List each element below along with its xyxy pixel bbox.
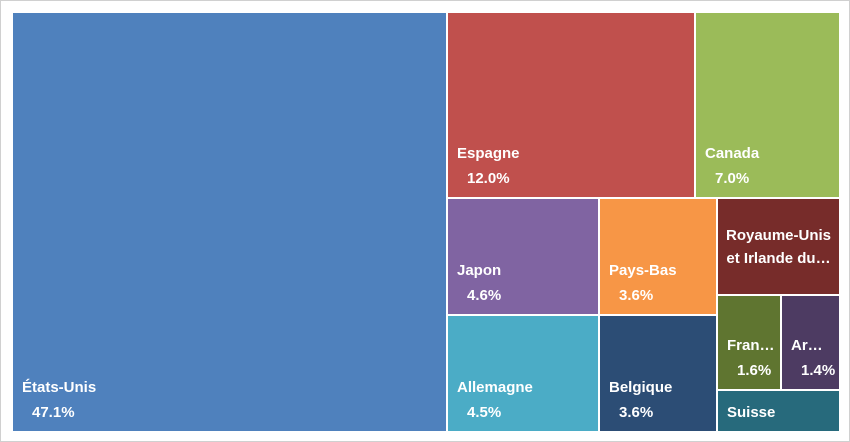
tile-label: Royaume-Unis et Irlande du… [725, 226, 832, 267]
tile: Belgique 3.6% [600, 316, 716, 431]
tile-value: 3.6% [619, 404, 654, 421]
tile: Pays-Bas 3.6% [600, 199, 716, 314]
tile-value: 4.6% [467, 287, 502, 304]
tile-label: Ar… [791, 337, 823, 354]
tile-value: 47.1% [32, 404, 75, 421]
tile-value: 12.0% [467, 170, 510, 187]
tile-value: 1.6% [737, 362, 772, 379]
tile: Espagne 12.0% [448, 13, 694, 197]
tile: Canada 7.0% [696, 13, 839, 197]
tile: Ar… 1.4% [782, 296, 839, 389]
tile-label: Fran… [727, 337, 775, 354]
tile-value: 1.4% [801, 362, 836, 379]
tile-label: Allemagne [457, 379, 533, 396]
tile: Fran… 1.6% [718, 296, 780, 389]
tile-label: Pays-Bas [609, 262, 677, 279]
tile-value: 7.0% [715, 170, 750, 187]
tile-value: 3.6% [619, 287, 654, 304]
tile-value: 4.5% [467, 404, 502, 421]
tile-label: Espagne [457, 145, 520, 162]
tile: États-Unis 47.1% [13, 13, 446, 431]
tile: Allemagne 4.5% [448, 316, 598, 431]
tile: Japon 4.6% [448, 199, 598, 314]
tile: Royaume-Unis et Irlande du… [718, 199, 839, 294]
tile-label: Belgique [609, 379, 673, 396]
tile-label: Suisse [727, 404, 776, 421]
tile-label: États-Unis [22, 379, 97, 396]
tile-label: Japon [457, 262, 502, 279]
tile-label: Canada [705, 145, 760, 162]
tile: Suisse [718, 391, 839, 431]
